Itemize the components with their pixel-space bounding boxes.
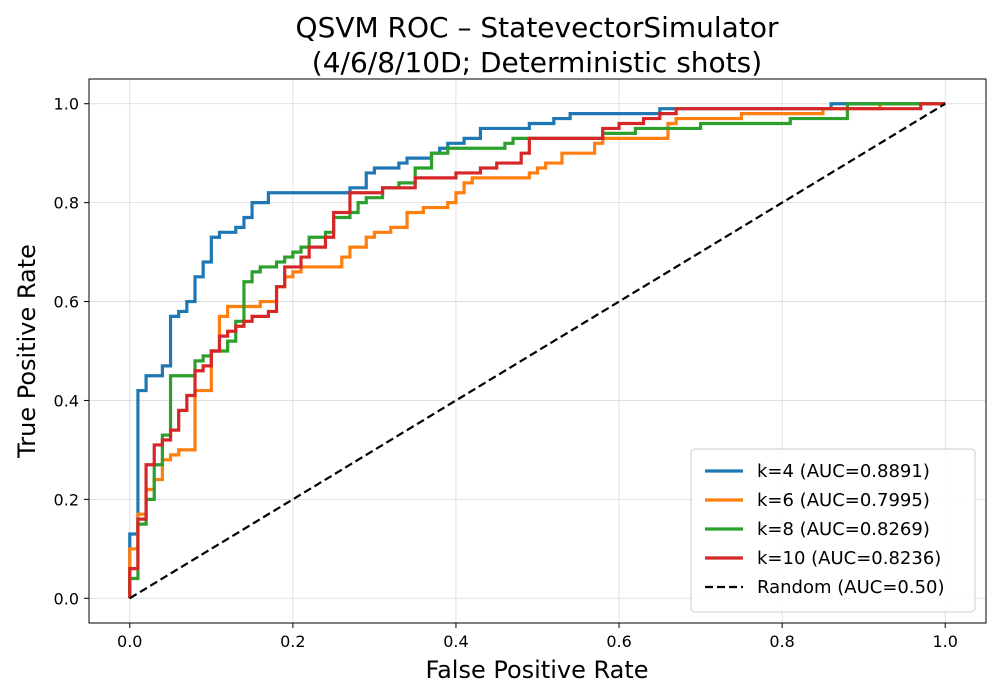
x-tick-label: 1.0: [933, 632, 958, 651]
series-line-3: [128, 102, 946, 599]
x-tick-label: 0.6: [606, 632, 631, 651]
legend-label-2: k=8 (AUC=0.8269): [757, 519, 930, 540]
legend-box: [690, 448, 976, 613]
y-tick-label: 0.6: [54, 293, 79, 312]
legend-label-0: k=4 (AUC=0.8891): [757, 461, 930, 482]
x-tick-label: 0.4: [443, 632, 468, 651]
legend-label-4: Random (AUC=0.50): [757, 577, 945, 598]
x-axis-label: False Positive Rate: [425, 656, 648, 684]
x-tick-label: 0.0: [117, 632, 142, 651]
x-tick-label: 0.8: [769, 632, 794, 651]
y-tick-label: 0.8: [54, 194, 79, 213]
y-tick-label: 0.0: [54, 589, 79, 608]
legend-label-3: k=10 (AUC=0.8236): [757, 548, 941, 569]
x-tick-label: 0.2: [280, 632, 305, 651]
series-line-1: [128, 102, 946, 599]
legend: k=4 (AUC=0.8891) k=6 (AUC=0.7995) k=8 (AUC…: [690, 448, 976, 613]
y-tick-label: 1.0: [54, 95, 79, 114]
series-line-4: [129, 102, 946, 600]
y-tick-label: 0.4: [54, 391, 79, 410]
chart-subtitle: (4/6/8/10D; Deterministic shots): [312, 46, 762, 79]
series-layer: [128, 102, 946, 600]
chart-title: QSVM ROC – StatevectorSimulator: [296, 11, 779, 44]
grid: [89, 79, 986, 623]
plot-frame: [88, 78, 987, 624]
axis-ticks: 0.0 0.2 0.4 0.6 0.8 1.0 0.0 0.2 0.4 0.6 0.8 1.0: [54, 95, 958, 651]
y-tick-label: 0.2: [54, 490, 79, 509]
y-axis-label: True Positive Rate: [13, 244, 41, 459]
legend-label-1: k=6 (AUC=0.7995): [757, 490, 930, 511]
